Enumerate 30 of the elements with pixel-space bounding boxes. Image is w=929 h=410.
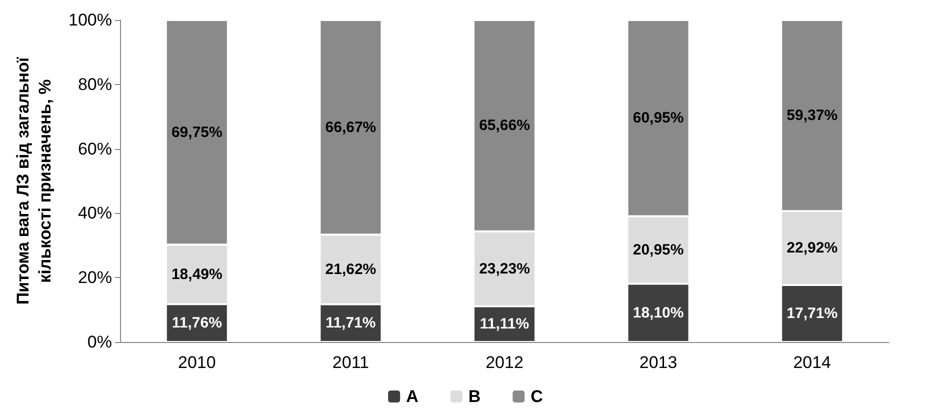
legend-label: C (530, 387, 543, 406)
legend-label: B (468, 387, 481, 406)
x-tick-label: 2011 (332, 353, 369, 372)
data-label: 69,75% (171, 124, 222, 141)
data-label: 65,66% (479, 117, 530, 134)
data-label: 23,23% (479, 260, 530, 278)
y-tick-label: 80% (78, 74, 112, 94)
y-tick-label: 0% (87, 332, 112, 352)
data-label: 18,49% (171, 266, 222, 283)
y-tick-label: 60% (78, 139, 112, 158)
y-tick-label: 100% (68, 10, 112, 30)
x-tick-label: 2013 (639, 353, 678, 372)
data-label: 20,95% (632, 241, 684, 258)
data-label: 18,10% (632, 304, 684, 322)
legend-label: A (406, 387, 418, 406)
data-label: 17,71% (786, 304, 838, 322)
data-label: 66,67% (325, 118, 376, 136)
y-tick-label: 40% (78, 204, 112, 223)
x-tick-label: 2012 (486, 353, 524, 372)
data-label: 11,11% (480, 316, 530, 333)
y-tick-label: 20% (78, 268, 112, 288)
data-label: 11,71% (326, 314, 376, 332)
x-tick-label: 2014 (793, 353, 832, 372)
data-label: 59,37% (786, 107, 838, 124)
data-label: 60,95% (632, 110, 684, 127)
data-label: 21,62% (325, 260, 376, 278)
data-label: 11,76% (172, 314, 222, 332)
x-tick-label: 2010 (178, 353, 216, 372)
data-label: 22,92% (786, 240, 838, 257)
y-axis-title: Питома вага ЛЗ від загальної кількості призначень, % (14, 56, 54, 305)
